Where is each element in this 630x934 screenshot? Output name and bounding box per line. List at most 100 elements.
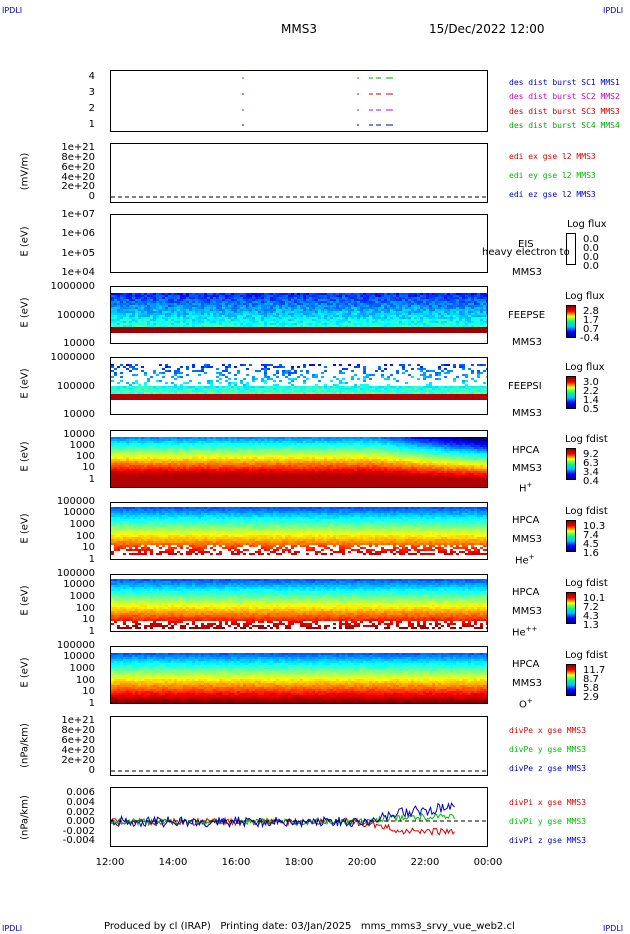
spectrogram-cell [210,483,213,485]
spectrogram-cell [141,303,144,305]
spectrogram-cell [132,483,135,485]
spectrogram-cell [192,325,195,327]
spectrogram-cell [369,295,372,297]
spectrogram-cell [237,443,240,445]
spectrogram-cell [291,303,294,305]
spectrogram-cell [300,390,303,392]
spectrogram-cell [219,471,222,473]
spectrogram-cell [204,319,207,321]
spectrogram-cell [168,469,171,471]
spectrogram-cell [393,327,396,329]
spectrogram-cell [405,303,408,305]
spectrogram-cell [420,396,423,398]
spectrogram-cell [120,307,123,309]
spectrogram-cell [162,481,165,483]
spectrogram-cell [324,370,327,372]
spectrogram-cell [330,295,333,297]
spectrogram-cell [369,388,372,390]
spectrogram-cell [231,319,234,321]
spectrogram-cell [138,485,141,487]
spectrogram-cell [249,307,252,309]
spectrogram-cell [126,293,129,295]
spectrogram-cell [417,323,420,325]
spectrogram-cell [162,473,165,475]
spectrogram-cell [369,396,372,398]
spectrogram-cell [144,398,147,400]
spectrogram-cell [318,307,321,309]
spectrogram-cell [426,313,429,315]
spectrogram-cell [363,368,366,370]
spectrogram-cell [285,307,288,309]
spectrogram-cell [198,315,201,317]
spectrogram-cell [228,390,231,392]
spectrogram-cell [192,396,195,398]
spectrogram-cell [342,293,345,295]
spectrogram-cell [201,459,204,461]
spectrogram-cell [411,388,414,390]
spectrogram-cell [228,441,231,443]
spectrogram-cell [168,317,171,319]
spectrogram-cell [366,311,369,313]
spectrogram-cell [117,331,120,333]
spectrogram-cell [180,475,183,477]
spectrogram-cell [150,303,153,305]
spectrogram-cell [231,311,234,313]
spectrogram-cell [213,459,216,461]
spectrogram-cell [204,441,207,443]
spectrogram-cell [462,325,465,327]
spectrogram-cell [186,485,189,487]
spectrogram-cell [240,455,243,457]
spectrogram-cell [348,311,351,313]
spectrogram-cell [462,299,465,301]
spectrogram-cell [471,321,474,323]
spectrogram-cell [327,319,330,321]
spectrogram-cell [207,388,210,390]
spectrogram-cell [198,479,201,481]
spectrogram-cell [198,475,201,477]
spectrogram-cell [303,303,306,305]
spectrogram-cell [381,311,384,313]
spectrogram-cell [408,392,411,394]
spectrogram-cell [441,297,444,299]
spectrogram-cell [360,305,363,307]
spectrogram-cell [366,394,369,396]
spectrogram-cell [240,390,243,392]
spectrogram-cell [144,388,147,390]
spectrogram-cell [114,305,117,307]
spectrogram-cell [240,297,243,299]
spectrogram-cell [384,311,387,313]
spectrogram-cell [180,315,183,317]
spectrogram-cell [282,396,285,398]
spectrogram-cell [117,311,120,313]
spectrogram-cell [402,394,405,396]
spectrogram-cell [228,293,231,295]
spectrogram-cell [189,465,192,467]
spectrogram-cell [384,295,387,297]
spectrogram-cell [462,313,465,315]
spectrogram-cell [195,388,198,390]
spectrogram-cell [195,297,198,299]
spectrogram-cell [300,321,303,323]
spectrogram-cell [225,329,228,331]
spectrogram-cell [438,295,441,297]
spectrogram-cell [165,447,168,449]
spectrogram-cell [177,307,180,309]
spectrogram-cell [480,392,483,394]
spectrogram-cell [354,388,357,390]
spectrogram-cell [234,449,237,451]
spectrogram-cell [354,315,357,317]
spectrogram-cell [237,396,240,398]
spectrogram-cell [210,313,213,315]
spectrogram-cell [339,315,342,317]
spectrogram-cell [192,370,195,372]
spectrogram-cell [336,388,339,390]
spectrogram-cell [282,372,285,374]
spectrogram-cell [264,372,267,374]
spectrogram-cell [417,313,420,315]
spectrogram-cell [219,301,222,303]
spectrogram-cell [321,307,324,309]
spectrogram-cell [114,388,117,390]
spectrogram-cell [162,469,165,471]
spectrogram-cell [393,398,396,400]
spectrogram-cell [171,303,174,305]
